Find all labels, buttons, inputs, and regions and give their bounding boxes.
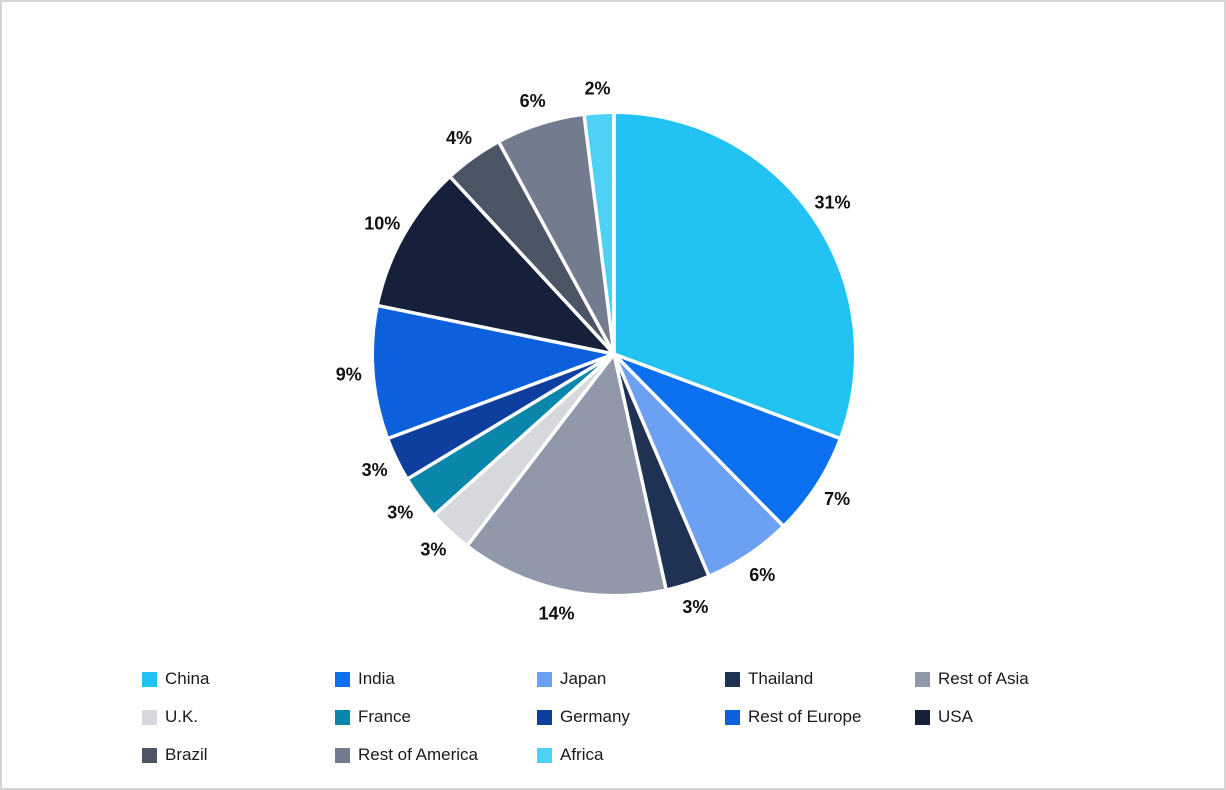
pie-percent-label-rest-of-asia: 14% <box>539 604 575 624</box>
pie-slice-germany <box>389 354 614 479</box>
pie-slice-u-k <box>435 354 614 545</box>
slice-separator <box>612 352 784 527</box>
pie-percent-label-thailand: 3% <box>682 597 708 617</box>
slice-separator <box>449 176 616 356</box>
slice-separator <box>612 353 711 576</box>
pie-percent-label-japan: 6% <box>749 565 775 585</box>
slice-separator <box>388 352 615 440</box>
pie-slice-brazil <box>451 143 614 354</box>
slice-separator <box>582 115 616 355</box>
slice-separator <box>378 304 615 356</box>
pie-percent-label-usa: 10% <box>364 213 400 233</box>
pie-slice-rest-of-america <box>499 115 614 355</box>
slice-separator <box>613 352 840 440</box>
pie-slice-usa <box>378 177 614 354</box>
slice-separator <box>407 352 615 480</box>
pie-percent-label-china: 31% <box>815 192 851 212</box>
pie-percent-label-france: 3% <box>387 502 413 522</box>
pie-slice-rest-of-europe <box>373 305 614 439</box>
pie-percent-label-india: 7% <box>824 489 850 509</box>
slice-separator <box>434 352 616 516</box>
pie-slice-france <box>408 354 614 515</box>
pie-percent-label-brazil: 4% <box>446 128 472 148</box>
slice-separator <box>612 353 668 589</box>
pie-percent-label-germany: 3% <box>362 460 388 480</box>
pie-slice-japan <box>614 354 783 575</box>
slice-separator <box>497 142 616 355</box>
pie-slice-china <box>614 114 854 439</box>
slice-separator <box>466 352 616 546</box>
pie-slice-india <box>614 354 839 526</box>
pie-percent-label-rest-of-europe: 9% <box>336 365 362 385</box>
pie-percent-label-u-k: 3% <box>420 539 446 559</box>
pie-percent-label-africa: 2% <box>584 79 610 99</box>
pie-slice-rest-of-asia <box>468 354 666 594</box>
pie-percent-label-rest-of-america: 6% <box>520 91 546 111</box>
